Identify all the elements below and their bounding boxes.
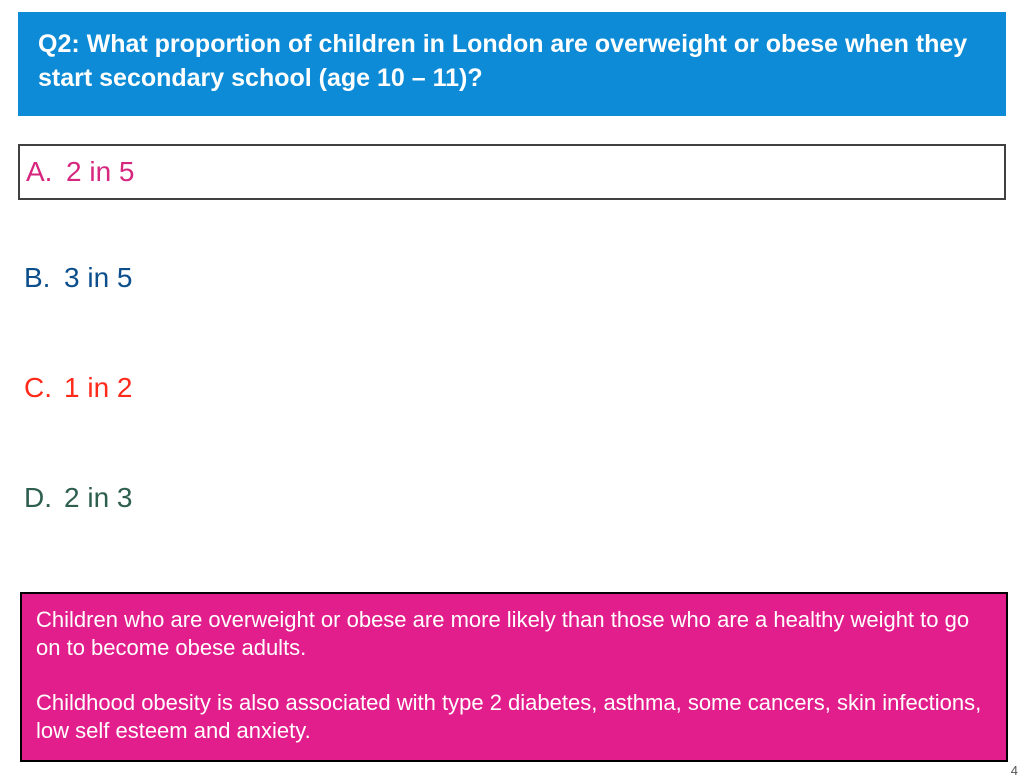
question-text: Q2: What proportion of children in Londo… — [38, 30, 967, 92]
option-letter: A. — [26, 156, 66, 188]
option-a[interactable]: A. 2 in 5 — [18, 144, 1006, 200]
option-text: 2 in 3 — [64, 482, 133, 514]
info-paragraph-2: Childhood obesity is also associated wit… — [36, 689, 992, 746]
option-letter: C. — [24, 372, 64, 404]
option-c[interactable]: C. 1 in 2 — [18, 362, 1006, 414]
info-box: Children who are overweight or obese are… — [20, 592, 1008, 762]
question-header: Q2: What proportion of children in Londo… — [18, 12, 1006, 116]
page-number: 4 — [1011, 763, 1018, 778]
option-d[interactable]: D. 2 in 3 — [18, 472, 1006, 524]
option-text: 3 in 5 — [64, 262, 133, 294]
info-paragraph-1: Children who are overweight or obese are… — [36, 606, 992, 663]
option-letter: B. — [24, 262, 64, 294]
options-list: A. 2 in 5 B. 3 in 5 C. 1 in 2 D. 2 in 3 — [18, 144, 1006, 524]
option-letter: D. — [24, 482, 64, 514]
option-text: 2 in 5 — [66, 156, 135, 188]
option-b[interactable]: B. 3 in 5 — [18, 252, 1006, 304]
option-text: 1 in 2 — [64, 372, 133, 404]
